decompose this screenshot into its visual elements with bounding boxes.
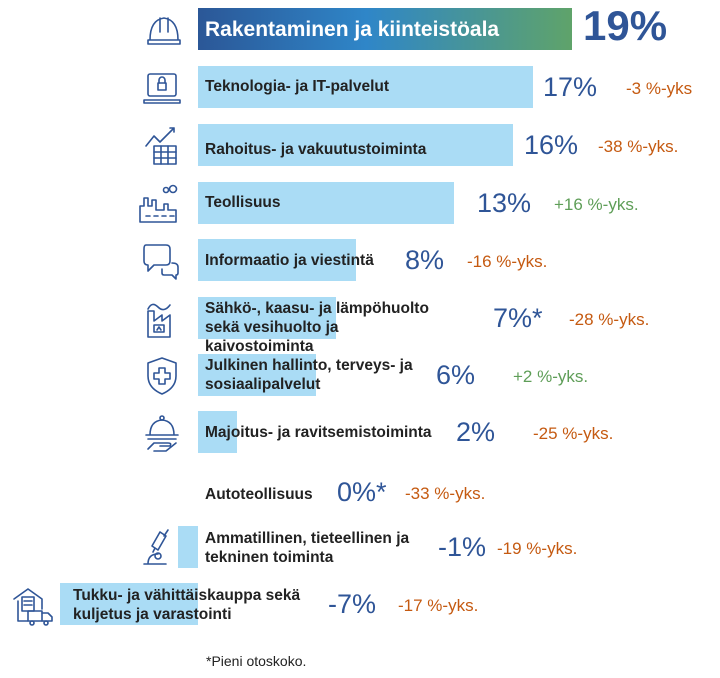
value-label: 7%*: [493, 303, 543, 333]
value-label: -7%: [328, 589, 377, 619]
bar: [198, 8, 573, 50]
category-label: Julkinen hallinto, terveys- ja sosiaalip…: [205, 357, 413, 393]
change-label: -3 %-yks: [626, 79, 693, 98]
change-label: +2 %-yks.: [513, 367, 589, 386]
category-label: Autoteollisuus: [205, 486, 313, 503]
laptop-lock-icon: [140, 66, 184, 110]
bar-row: Rahoitus- ja vakuutustoiminta 16% -38 %-yk…: [0, 124, 720, 166]
category-label: Ammatillinen, tieteellinen ja tekninen t…: [205, 530, 410, 566]
bar: [198, 66, 533, 108]
bar: [198, 239, 356, 281]
bar-row: Rakentaminen ja kiinteistöala 19%: [0, 2, 720, 52]
value-label: 0%*: [337, 477, 387, 507]
bar-row: Majoitus- ja ravitsemistoiminta 2% -25 %-y…: [0, 411, 720, 453]
change-label: -38 %-yks.: [598, 137, 679, 156]
bar-row: Teollisuus 13% +16 %-yks.: [0, 182, 720, 224]
change-label: -17 %-yks.: [398, 596, 479, 615]
bar: [60, 583, 198, 625]
category-label: Sähkö-, kaasu- ja lämpöhuolto sekä vesih…: [205, 300, 429, 355]
finance-chart-icon: [140, 124, 184, 168]
change-label: +16 %-yks.: [554, 195, 639, 214]
bar: [198, 182, 455, 224]
bar-row: Teknologia- ja IT-palvelut 17% -3 %-yks: [0, 66, 720, 108]
chat-bubbles-icon: [140, 239, 184, 283]
bar: [198, 297, 336, 339]
category-label: Teollisuus: [205, 194, 281, 211]
bar: [178, 526, 198, 568]
factory-icon: [136, 182, 180, 226]
value-label: -1%: [438, 532, 487, 562]
bar: [198, 354, 317, 396]
category-label: Teknologia- ja IT-palvelut: [205, 78, 390, 95]
change-label: -33 %-yks.: [405, 484, 486, 503]
change-label: -16 %-yks.: [467, 252, 548, 271]
value-label: 19%: [583, 2, 668, 49]
change-label: -19 %-yks.: [497, 539, 578, 558]
value-label: 17%: [543, 72, 598, 102]
bar: [198, 411, 238, 453]
change-label: -28 %-yks.: [569, 310, 650, 329]
serving-cloche-icon: [140, 411, 184, 455]
value-label: 16%: [524, 130, 579, 160]
warehouse-truck-icon: [10, 583, 54, 627]
bar-row: Tukku- ja vähittäiskauppa sekä kuljetus …: [0, 583, 720, 627]
footnote: *Pieni otoskoko.: [206, 653, 307, 669]
bar-row: Sähkö-, kaasu- ja lämpöhuolto sekä vesih…: [0, 297, 720, 355]
change-label: -25 %-yks.: [533, 424, 614, 443]
value-label: 2%: [456, 417, 496, 447]
category-label: Tukku- ja vähittäiskauppa sekä kuljetus …: [73, 587, 301, 623]
bar-row: Julkinen hallinto, terveys- ja sosiaalip…: [0, 354, 720, 396]
hard-hat-icon: [142, 8, 186, 52]
value-label: 8%: [405, 245, 445, 275]
bar: [198, 124, 514, 166]
value-label: 13%: [477, 188, 532, 218]
category-label: Majoitus- ja ravitsemistoiminta: [205, 424, 432, 441]
category-label: Rahoitus- ja vakuutustoiminta: [205, 141, 427, 158]
bar-row: Informaatio ja viestintä 8% -16 %-yks.: [0, 239, 720, 281]
value-label: 6%: [436, 360, 476, 390]
bar-row: Ammatillinen, tieteellinen ja tekninen t…: [0, 526, 720, 568]
category-label: Informaatio ja viestintä: [205, 252, 374, 269]
category-label: Rakentaminen ja kiinteistöala: [205, 18, 500, 41]
health-shield-icon: [140, 354, 184, 398]
power-plant-icon: [140, 297, 184, 341]
bar-row: Autoteollisuus 0%* -33 %-yks.: [0, 471, 720, 513]
microscope-icon: [136, 526, 180, 570]
